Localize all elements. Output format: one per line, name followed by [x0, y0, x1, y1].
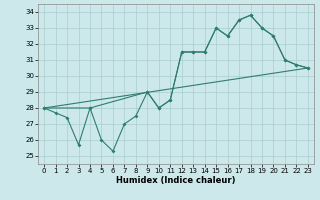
X-axis label: Humidex (Indice chaleur): Humidex (Indice chaleur): [116, 176, 236, 185]
